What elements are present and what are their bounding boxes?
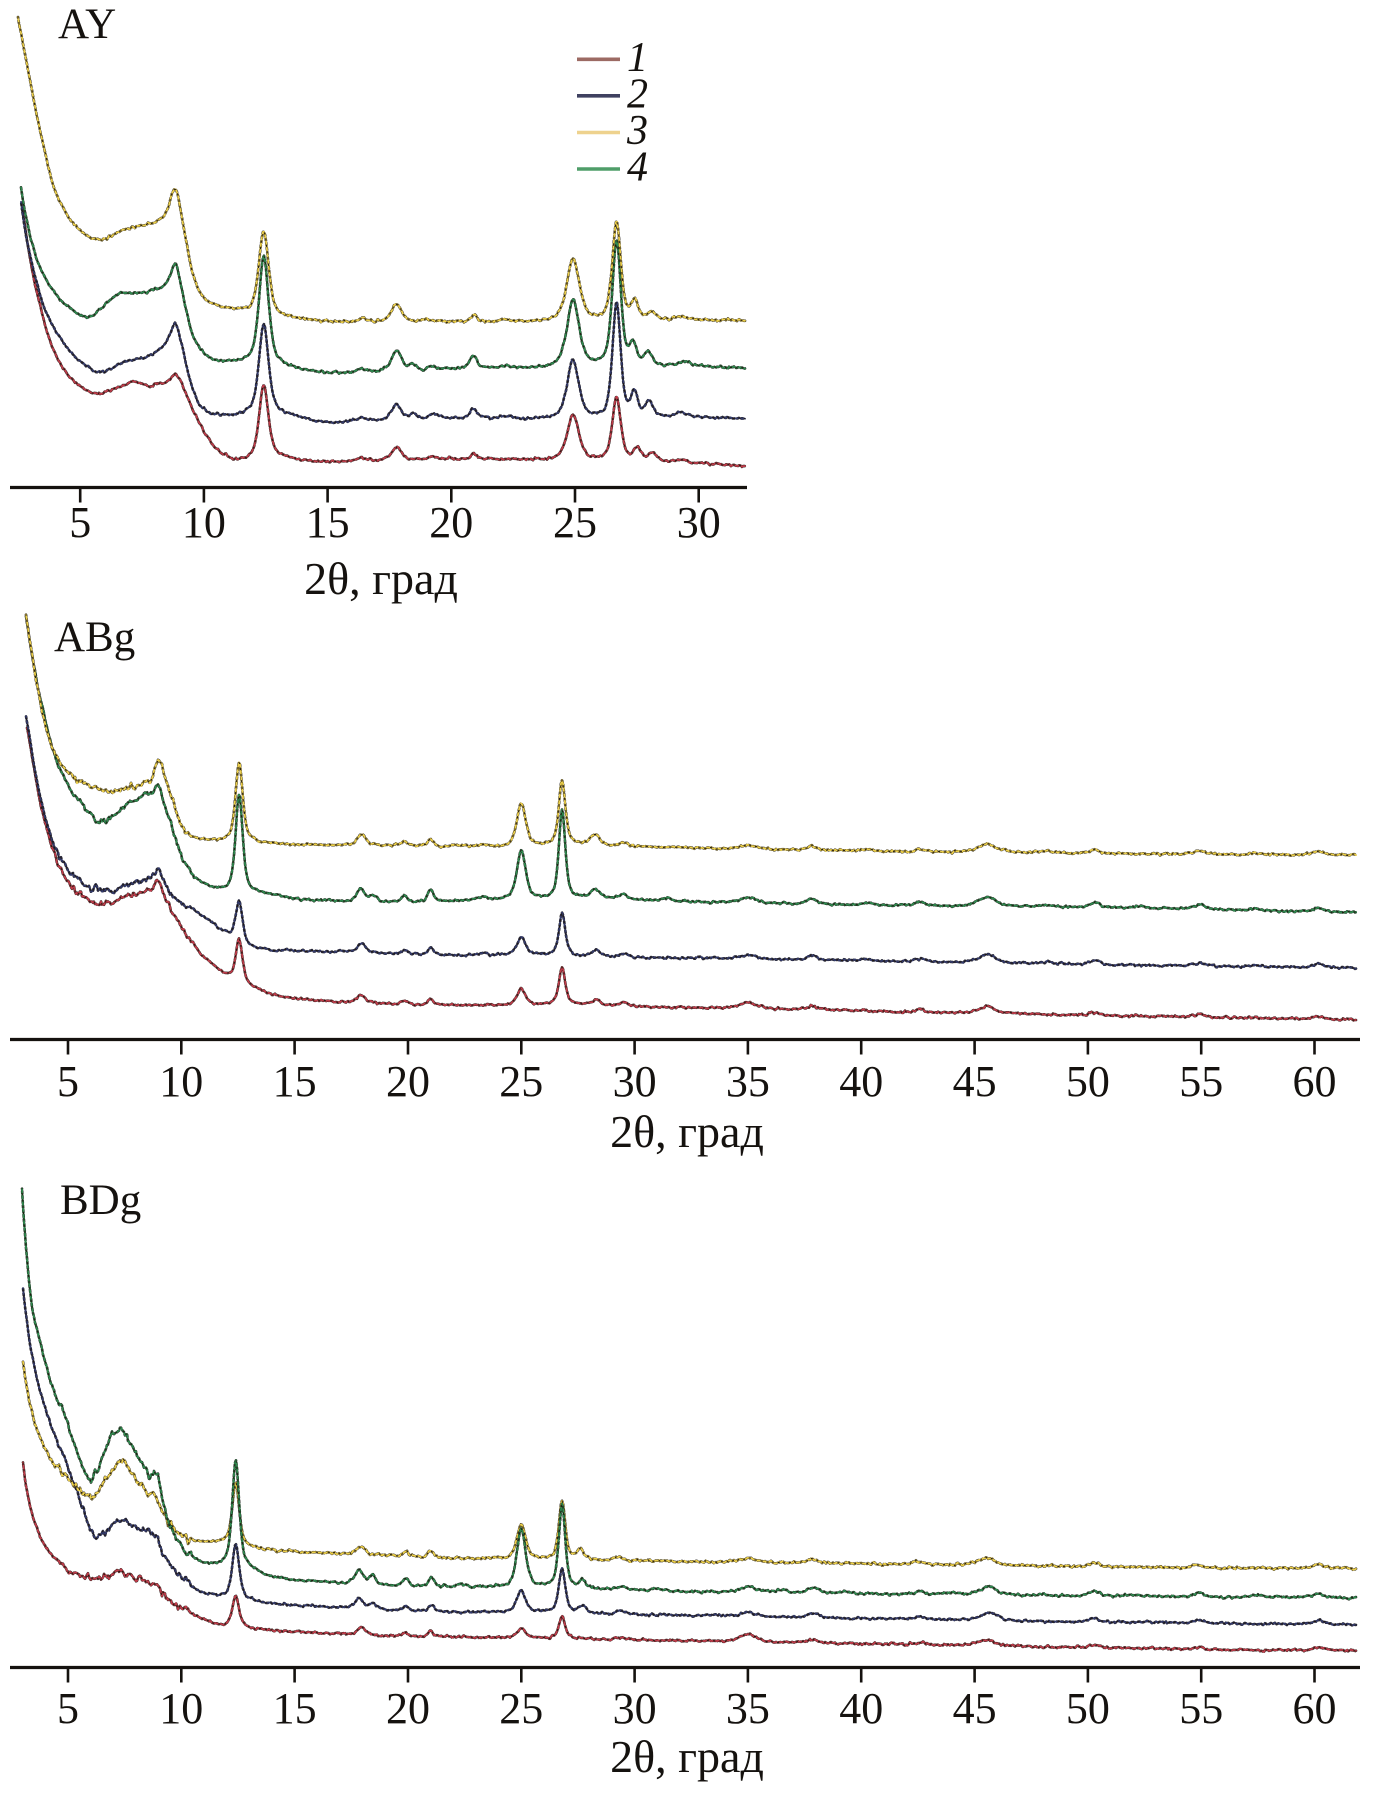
svg-text:60: 60 [1293, 1057, 1337, 1106]
svg-text:2: 2 [627, 71, 648, 117]
svg-text:20: 20 [386, 1057, 430, 1106]
svg-text:10: 10 [159, 1057, 203, 1106]
svg-text:60: 60 [1293, 1684, 1337, 1733]
svg-text:45: 45 [953, 1684, 997, 1733]
svg-text:ABg: ABg [54, 614, 135, 661]
svg-text:5: 5 [57, 1057, 79, 1106]
svg-text:2θ, град: 2θ, град [304, 553, 458, 604]
svg-text:20: 20 [429, 498, 473, 547]
svg-text:4: 4 [627, 145, 648, 191]
svg-text:5: 5 [57, 1684, 79, 1733]
svg-text:10: 10 [159, 1684, 203, 1733]
svg-text:15: 15 [273, 1684, 317, 1733]
svg-text:15: 15 [306, 498, 350, 547]
svg-text:2θ, град: 2θ, град [610, 1106, 764, 1157]
svg-text:AY: AY [58, 1, 116, 48]
svg-text:20: 20 [386, 1684, 430, 1733]
svg-text:BDg: BDg [60, 1177, 141, 1224]
svg-text:45: 45 [953, 1057, 997, 1106]
svg-text:50: 50 [1066, 1684, 1110, 1733]
svg-text:10: 10 [182, 498, 226, 547]
svg-text:1: 1 [627, 35, 648, 81]
svg-text:55: 55 [1179, 1057, 1223, 1106]
svg-text:15: 15 [273, 1057, 317, 1106]
svg-text:35: 35 [726, 1057, 770, 1106]
svg-text:40: 40 [839, 1057, 883, 1106]
svg-text:5: 5 [69, 498, 91, 547]
svg-text:25: 25 [553, 498, 597, 547]
svg-text:2θ, град: 2θ, град [610, 1731, 764, 1782]
svg-text:25: 25 [499, 1057, 543, 1106]
svg-text:30: 30 [613, 1684, 657, 1733]
svg-text:50: 50 [1066, 1057, 1110, 1106]
svg-text:30: 30 [613, 1057, 657, 1106]
svg-text:30: 30 [677, 498, 721, 547]
svg-text:25: 25 [499, 1684, 543, 1733]
svg-text:55: 55 [1179, 1684, 1223, 1733]
svg-text:40: 40 [839, 1684, 883, 1733]
svg-text:3: 3 [626, 108, 648, 154]
svg-text:35: 35 [726, 1684, 770, 1733]
